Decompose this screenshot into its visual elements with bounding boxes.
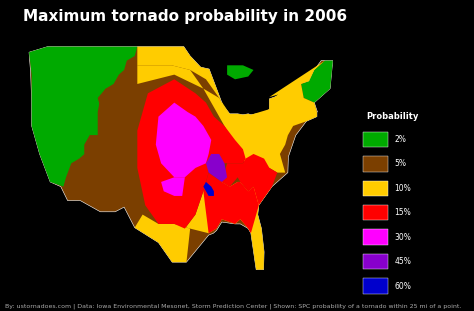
FancyBboxPatch shape <box>363 181 388 196</box>
Text: Maximum tornado probability in 2006: Maximum tornado probability in 2006 <box>23 9 347 24</box>
Polygon shape <box>29 47 137 187</box>
Polygon shape <box>135 215 190 262</box>
Polygon shape <box>137 47 230 114</box>
Polygon shape <box>156 103 211 177</box>
FancyBboxPatch shape <box>363 132 388 147</box>
Polygon shape <box>98 89 121 112</box>
Polygon shape <box>203 173 259 233</box>
Polygon shape <box>137 61 325 173</box>
FancyBboxPatch shape <box>363 278 388 294</box>
Text: 45%: 45% <box>394 257 411 266</box>
Text: 2%: 2% <box>394 135 406 144</box>
Text: 30%: 30% <box>394 233 411 242</box>
Polygon shape <box>222 154 277 205</box>
Polygon shape <box>161 177 185 196</box>
Text: 15%: 15% <box>394 208 411 217</box>
Polygon shape <box>137 79 246 229</box>
Polygon shape <box>301 61 333 103</box>
Polygon shape <box>227 65 254 79</box>
Text: Probability: Probability <box>366 112 418 121</box>
Polygon shape <box>206 154 227 182</box>
Text: 60%: 60% <box>394 281 411 290</box>
FancyBboxPatch shape <box>363 230 388 245</box>
Polygon shape <box>203 182 214 196</box>
FancyBboxPatch shape <box>363 156 388 172</box>
Polygon shape <box>84 135 98 159</box>
Text: 10%: 10% <box>394 184 411 193</box>
FancyBboxPatch shape <box>363 254 388 269</box>
Text: By: ustornadoes.com | Data: Iowa Environmental Mesonet, Storm Prediction Center : By: ustornadoes.com | Data: Iowa Environ… <box>5 304 461 309</box>
Polygon shape <box>174 177 272 270</box>
Polygon shape <box>29 47 333 270</box>
FancyBboxPatch shape <box>363 205 388 220</box>
Text: 5%: 5% <box>394 159 406 168</box>
